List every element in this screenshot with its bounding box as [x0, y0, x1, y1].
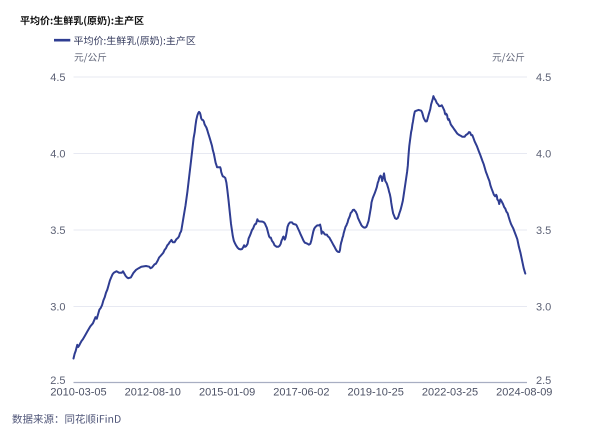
svg-text:2015-01-09: 2015-01-09	[199, 387, 255, 399]
svg-text:2019-10-25: 2019-10-25	[348, 387, 404, 399]
svg-text:2.5: 2.5	[50, 375, 65, 387]
svg-text:2.5: 2.5	[536, 375, 551, 387]
svg-text:3.5: 3.5	[50, 225, 65, 237]
svg-text:3.0: 3.0	[50, 301, 65, 313]
svg-text:4.0: 4.0	[50, 148, 65, 160]
svg-text:3.0: 3.0	[536, 301, 551, 313]
svg-text:2010-03-05: 2010-03-05	[50, 387, 106, 399]
svg-text:4.0: 4.0	[536, 148, 551, 160]
svg-text:4.5: 4.5	[50, 72, 65, 84]
svg-text:2017-06-02: 2017-06-02	[273, 387, 329, 399]
svg-text:2022-03-25: 2022-03-25	[422, 387, 478, 399]
svg-text:2012-08-10: 2012-08-10	[125, 387, 181, 399]
svg-text:4.5: 4.5	[536, 72, 551, 84]
svg-text:2024-08-09: 2024-08-09	[496, 387, 552, 399]
svg-text:3.5: 3.5	[536, 225, 551, 237]
